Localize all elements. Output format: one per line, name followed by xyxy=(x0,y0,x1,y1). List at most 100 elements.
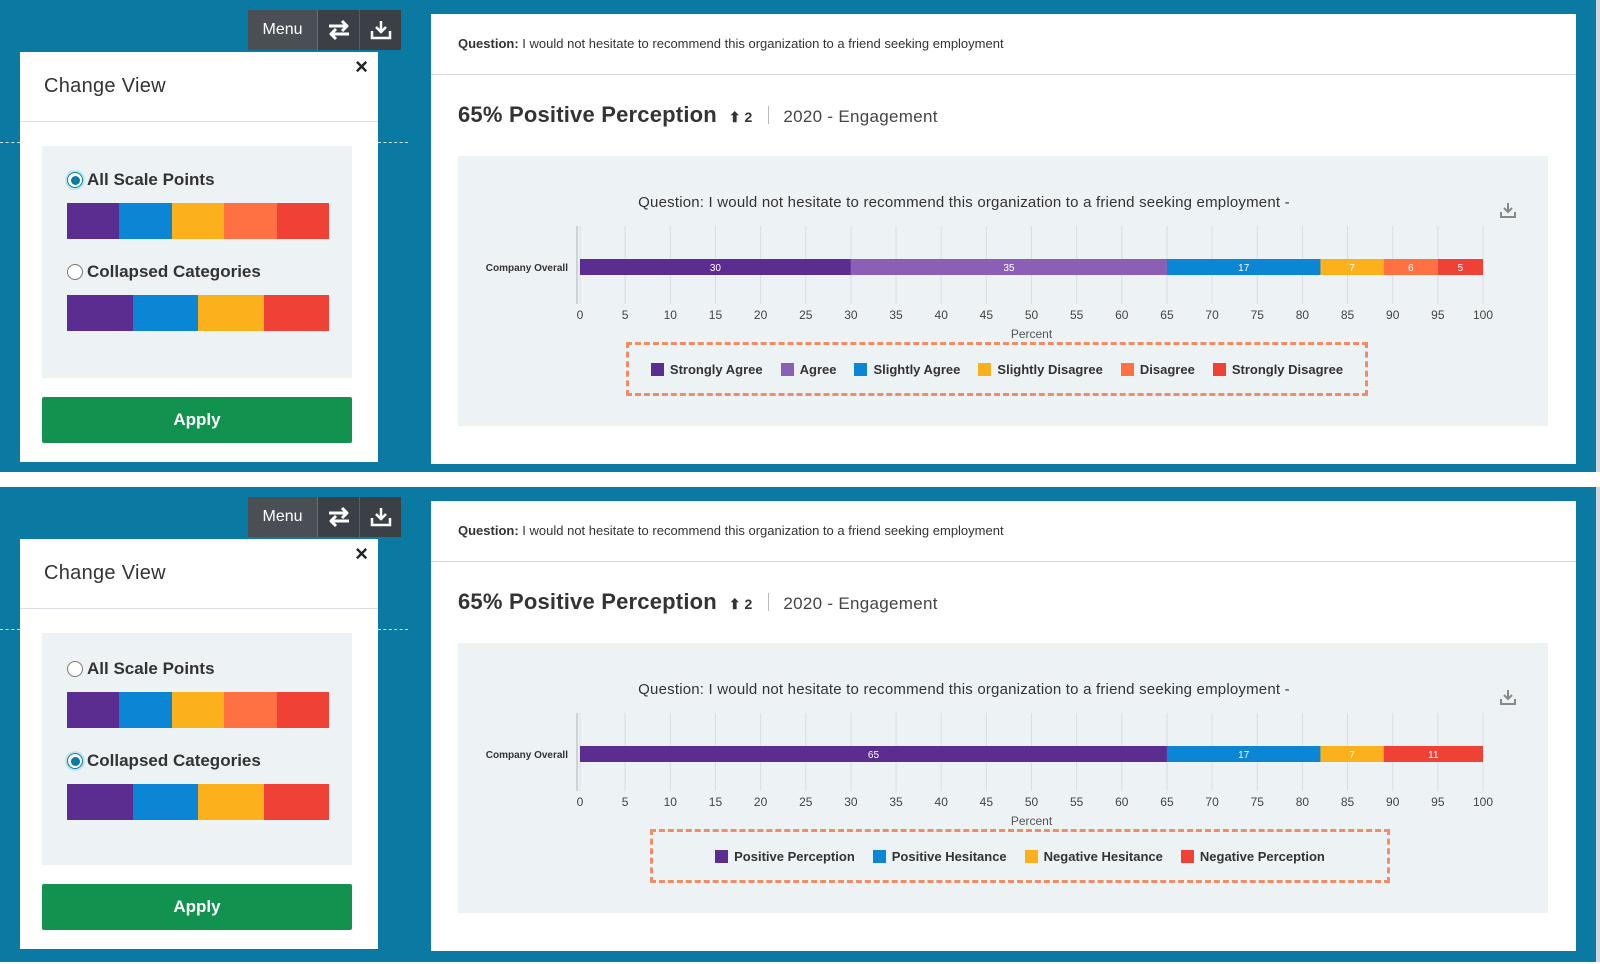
menu-button[interactable]: Menu xyxy=(248,497,318,537)
survey-name: 2020 - Engagement xyxy=(783,107,938,126)
headline: 65% Positive Perception ⬆ 2 2020 - Engag… xyxy=(458,102,938,128)
legend-item[interactable]: Positive Perception xyxy=(715,849,855,864)
x-tick-label: 40 xyxy=(935,308,949,322)
x-tick-label: 35 xyxy=(889,308,903,322)
change-view-title: Change View xyxy=(44,562,166,584)
change-view-header: Change View xyxy=(20,539,378,609)
swap-arrows-icon[interactable] xyxy=(318,497,360,537)
legend-label: Agree xyxy=(799,361,837,377)
question-prefix: Question: xyxy=(458,36,519,51)
download-tray-icon[interactable] xyxy=(360,10,402,50)
x-tick-label: 20 xyxy=(754,795,768,809)
bar-segment[interactable] xyxy=(1320,746,1384,762)
arrow-up-icon: ⬆ xyxy=(728,109,741,125)
close-icon[interactable]: × xyxy=(355,54,368,79)
bar-segment[interactable] xyxy=(1437,259,1483,275)
x-tick-label: 45 xyxy=(980,308,994,322)
question-card: Question: I would not hesitate to recomm… xyxy=(431,501,1576,951)
toolbar: Menu xyxy=(248,497,402,537)
swap-arrows-icon[interactable] xyxy=(318,10,360,50)
radio-all-scale-points[interactable] xyxy=(67,661,83,677)
trend-indicator: ⬆ 2 xyxy=(729,596,752,613)
apply-button[interactable]: Apply xyxy=(42,397,352,443)
bar-segment[interactable] xyxy=(1166,259,1321,275)
x-tick-label: 45 xyxy=(980,795,994,809)
guide-line xyxy=(0,142,20,143)
option-all-scale-points[interactable]: All Scale Points xyxy=(67,170,215,190)
x-tick-label: 95 xyxy=(1431,795,1445,809)
legend-item[interactable]: Disagree xyxy=(1120,362,1195,377)
data-label: 7 xyxy=(1349,263,1355,274)
x-tick-label: 40 xyxy=(935,795,949,809)
chart-title: Question: I would not hesitate to recomm… xyxy=(638,681,1290,698)
radio-collapsed-categories[interactable] xyxy=(67,264,83,280)
x-tick-label: 60 xyxy=(1115,795,1129,809)
question-line: Question: I would not hesitate to recomm… xyxy=(458,523,1004,538)
chart-title: Question: I would not hesitate to recomm… xyxy=(638,194,1290,211)
option-all-scale-points[interactable]: All Scale Points xyxy=(67,659,215,679)
option-all-label: All Scale Points xyxy=(87,659,215,678)
x-tick-label: 85 xyxy=(1341,308,1355,322)
x-tick-label: 10 xyxy=(664,308,678,322)
x-tick-label: 5 xyxy=(622,308,629,322)
x-tick-label: 35 xyxy=(889,795,903,809)
legend-item[interactable]: Slightly Agree xyxy=(854,362,960,377)
x-tick-label: 95 xyxy=(1431,308,1445,322)
bar-segment[interactable] xyxy=(1166,746,1321,762)
legend-item[interactable]: Strongly Disagree xyxy=(1212,361,1344,377)
stacked-bar-chart: Company Overall 65 17 7 11 0 5 10 15 20 25 30 35 40 45… xyxy=(486,713,1493,828)
legend-item[interactable]: Strongly Agree xyxy=(650,362,763,377)
guide-line xyxy=(378,629,408,630)
bar-segment[interactable] xyxy=(580,746,1167,762)
x-tick-label: 15 xyxy=(709,308,723,322)
legend-label: Strongly Disagree xyxy=(1231,361,1344,377)
bar-segment[interactable] xyxy=(1383,746,1483,762)
data-label: 6 xyxy=(1408,263,1414,274)
x-tick-label: 15 xyxy=(709,795,723,809)
radio-collapsed-categories[interactable] xyxy=(67,753,83,769)
x-axis-label: Percent xyxy=(1011,814,1053,828)
x-axis-label: Percent xyxy=(1011,327,1053,341)
close-icon[interactable]: × xyxy=(355,541,368,566)
menu-button[interactable]: Menu xyxy=(248,10,318,50)
apply-button[interactable]: Apply xyxy=(42,884,352,930)
category-label: Company Overall xyxy=(486,263,568,274)
trend-value: 2 xyxy=(744,109,753,125)
bar-segment[interactable] xyxy=(580,259,851,275)
question-text: I would not hesitate to recommend this o… xyxy=(522,36,1004,51)
x-tick-label: 30 xyxy=(844,308,858,322)
arrow-up-icon: ⬆ xyxy=(728,596,741,612)
legend-label: Negative Perception xyxy=(1199,848,1325,864)
download-icon[interactable] xyxy=(1498,200,1518,220)
legend-swatch xyxy=(1120,362,1134,376)
bar-segment[interactable] xyxy=(1383,259,1438,275)
panel-collapsed-categories: Menu Change View × All Scale Points Coll… xyxy=(0,487,1600,962)
question-prefix: Question: xyxy=(458,523,519,538)
chart-container: Question: I would not hesitate to recomm… xyxy=(458,643,1548,913)
legend-item[interactable]: Slightly Disagree xyxy=(978,362,1103,377)
trend-value: 2 xyxy=(744,596,753,612)
legend-item[interactable]: Negative Perception xyxy=(1180,848,1325,864)
survey-name: 2020 - Engagement xyxy=(783,594,938,613)
option-collapsed-categories[interactable]: Collapsed Categories xyxy=(67,262,261,282)
legend-item[interactable]: Agree xyxy=(780,361,837,377)
option-collapsed-categories[interactable]: Collapsed Categories xyxy=(67,751,261,771)
trend-indicator: ⬆ 2 xyxy=(729,109,752,126)
legend-swatch xyxy=(1212,362,1226,376)
download-tray-icon[interactable] xyxy=(360,497,402,537)
question-card: Question: I would not hesitate to recomm… xyxy=(431,14,1576,464)
legend-swatch xyxy=(1180,849,1194,863)
legend-label: Negative Hesitance xyxy=(1043,848,1163,864)
data-label: 35 xyxy=(1003,263,1015,274)
data-label: 30 xyxy=(710,263,722,274)
bar-segment[interactable] xyxy=(850,259,1167,275)
legend-item[interactable]: Negative Hesitance xyxy=(1024,848,1163,864)
legend-swatch xyxy=(978,362,992,376)
legend-item[interactable]: Positive Hesitance xyxy=(872,849,1007,864)
collapsed-swatch xyxy=(67,784,329,820)
x-tick-label: 75 xyxy=(1251,308,1265,322)
radio-all-scale-points[interactable] xyxy=(67,172,83,188)
bar-segment[interactable] xyxy=(1320,259,1384,275)
download-icon[interactable] xyxy=(1498,687,1518,707)
category-label: Company Overall xyxy=(486,750,568,761)
